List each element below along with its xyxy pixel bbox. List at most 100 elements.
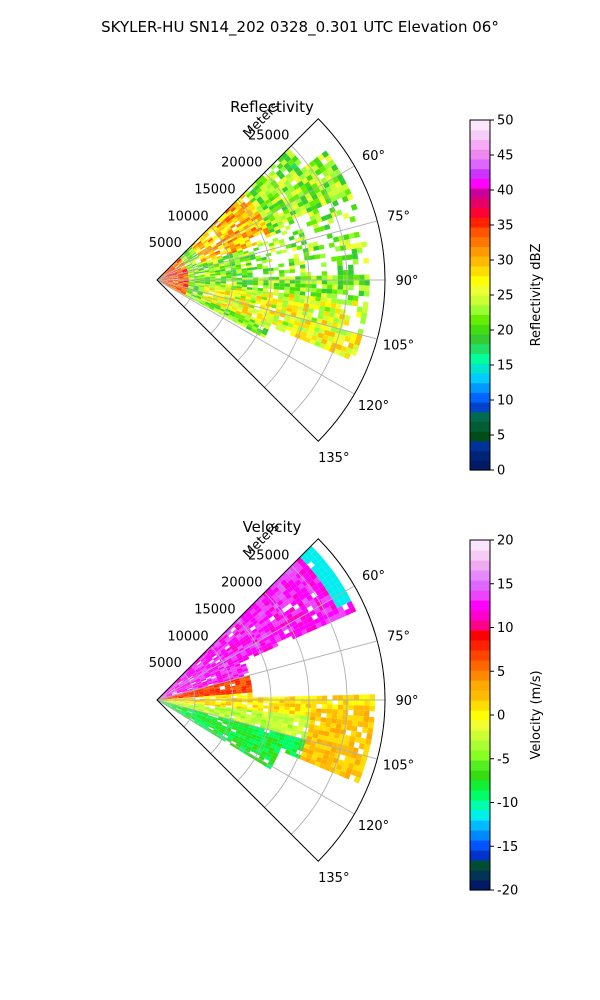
reflectivity-cell [246, 267, 253, 271]
velocity-cell [227, 673, 233, 677]
reflectivity-cell [167, 281, 173, 283]
velocity-cell [246, 685, 252, 689]
reflectivity-colorbar-swatch [470, 295, 490, 306]
reflectivity-cell [261, 213, 268, 219]
reflectivity-cell [313, 175, 321, 183]
velocity-cell [252, 697, 259, 700]
velocity-cell [200, 677, 206, 681]
velocity-cell [315, 622, 323, 629]
reflectivity-cell [188, 274, 194, 276]
velocity-cell [306, 568, 315, 577]
velocity-cell [273, 703, 280, 707]
reflectivity-cell [301, 209, 308, 216]
reflectivity-cell [236, 273, 242, 276]
reflectivity-cell [185, 293, 191, 296]
reflectivity-cell [228, 221, 235, 227]
velocity-cell [213, 727, 220, 732]
velocity-cell [317, 592, 325, 600]
reflectivity-cell [295, 197, 302, 204]
reflectivity-colorbar-tick: 50 [497, 114, 514, 129]
velocity-cell [266, 642, 273, 648]
velocity-cell [229, 663, 235, 668]
velocity-cell [227, 723, 233, 727]
reflectivity-cell [294, 261, 300, 266]
reflectivity-cell [256, 240, 263, 245]
reflectivity-colorbar-swatch [470, 431, 490, 442]
velocity-cell [181, 688, 188, 692]
velocity-colorbar-swatch [470, 550, 490, 561]
reflectivity-cell [214, 266, 220, 270]
velocity-colorbar-swatch [470, 880, 490, 891]
velocity-cell [171, 705, 178, 708]
reflectivity-cell [304, 163, 312, 171]
reflectivity-cell [172, 284, 178, 287]
reflectivity-cell [259, 333, 266, 339]
velocity-cell [203, 652, 209, 658]
velocity-cell [266, 603, 273, 610]
reflectivity-cell [249, 205, 256, 212]
velocity-cell [347, 715, 354, 721]
reflectivity-cell [268, 228, 275, 234]
velocity-cell [267, 736, 274, 741]
velocity-cell [233, 720, 240, 725]
velocity-cell [216, 733, 223, 738]
reflectivity-cell [326, 288, 333, 294]
velocity-cell [284, 703, 290, 707]
velocity-cell [333, 733, 341, 739]
velocity-cell [364, 694, 370, 700]
reflectivity-cell [170, 267, 175, 272]
velocity-cell [180, 684, 186, 688]
reflectivity-cell [319, 342, 326, 350]
reflectivity-cell [220, 288, 226, 291]
reflectivity-cell [178, 277, 184, 279]
velocity-cell [233, 734, 240, 739]
velocity-cell [349, 606, 357, 614]
velocity-cell [214, 686, 220, 690]
velocity-cell [244, 677, 251, 682]
reflectivity-cell [167, 281, 173, 283]
reflectivity-cell [263, 285, 269, 289]
reflectivity-cell [228, 212, 234, 218]
velocity-cell [266, 752, 273, 758]
reflectivity-colorbar-tick: 20 [497, 324, 514, 339]
velocity-cell [325, 745, 332, 752]
reflectivity-cell [270, 304, 277, 309]
reflectivity-cell [294, 294, 300, 299]
velocity-cell [339, 610, 347, 618]
velocity-colorbar-swatch [470, 810, 490, 821]
velocity-cell [188, 668, 194, 673]
velocity-cell [313, 725, 320, 731]
velocity-cell [198, 654, 204, 660]
velocity-cell [236, 625, 242, 631]
velocity-cell [340, 749, 348, 756]
velocity-cell [166, 704, 172, 708]
velocity-cell [242, 695, 248, 698]
velocity-cell [227, 639, 233, 645]
velocity-cell [190, 669, 195, 675]
velocity-cell [234, 623, 240, 629]
reflectivity-cell [194, 277, 200, 279]
velocity-cell [204, 697, 211, 699]
velocity-cell [265, 741, 272, 747]
reflectivity-cell [348, 232, 355, 240]
reflectivity-cell [239, 209, 246, 216]
velocity-cell [290, 620, 298, 627]
velocity-cell [283, 716, 289, 721]
reflectivity-colorbar-label: Reflectivity dBZ [529, 244, 544, 347]
reflectivity-cell [171, 271, 177, 275]
velocity-cell [273, 734, 280, 740]
velocity-cell [199, 693, 205, 696]
velocity-cell [247, 700, 253, 703]
reflectivity-cell [225, 266, 231, 270]
reflectivity-cell [262, 327, 269, 333]
velocity-cell [161, 695, 167, 698]
reflectivity-cell [237, 215, 244, 221]
reflectivity-cell [357, 328, 364, 336]
reflectivity-cell [165, 269, 170, 274]
velocity-cell [222, 651, 229, 657]
reflectivity-cell [293, 193, 300, 201]
reflectivity-cell [244, 226, 251, 232]
velocity-cell [223, 663, 229, 668]
velocity-cell [224, 730, 230, 735]
velocity-cell [216, 721, 223, 725]
